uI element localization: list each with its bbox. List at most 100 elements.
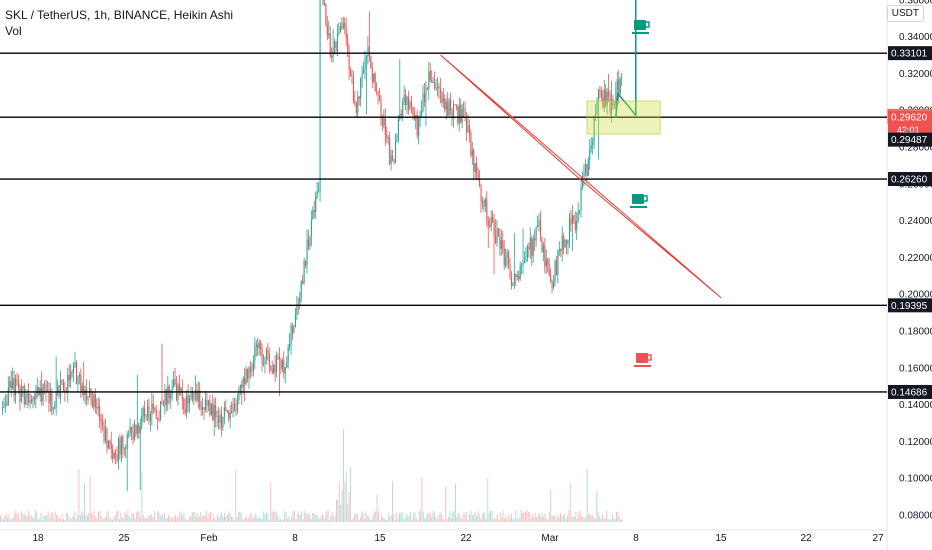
candle-body — [445, 102, 447, 110]
candle-body — [513, 274, 515, 284]
volume-bar — [63, 518, 64, 522]
candle-body — [154, 408, 156, 410]
candle-body — [380, 100, 382, 118]
volume-bar — [193, 512, 195, 522]
candle-body — [528, 246, 530, 250]
volume-bar — [512, 518, 514, 522]
candle-body — [589, 148, 591, 160]
volume-bar — [547, 519, 549, 522]
volume-bar — [478, 513, 480, 522]
candle-body — [554, 260, 556, 283]
candle-body — [203, 407, 205, 410]
volume-bar — [564, 513, 566, 522]
candle-body — [136, 424, 138, 434]
volume-bar — [596, 490, 598, 522]
candle-body — [448, 99, 450, 116]
currency-button[interactable]: USDT — [886, 5, 924, 22]
volume-bar — [327, 510, 329, 522]
candle-body — [283, 360, 285, 374]
volume-bar — [375, 511, 377, 522]
candle-body — [538, 220, 540, 226]
candle-body — [596, 102, 598, 114]
candle-body — [265, 350, 267, 360]
volume-bar — [442, 518, 444, 522]
candle-body — [183, 399, 185, 409]
volume-bar — [400, 512, 402, 522]
candle-body — [519, 265, 521, 280]
candle-body — [60, 380, 62, 397]
volume-bar — [417, 519, 419, 522]
candle-body — [123, 448, 125, 450]
volume-bar — [219, 515, 221, 522]
volume-bar — [502, 510, 504, 522]
symbol-title[interactable]: SKL / TetherUS, 1h, BINANCE, Heikin Ashi — [5, 8, 234, 22]
candle-body — [421, 111, 423, 116]
volume-bar — [190, 515, 192, 522]
candle-body — [619, 78, 621, 95]
candle-body — [595, 113, 597, 117]
candle-body — [103, 425, 105, 441]
volume-bar — [590, 515, 592, 522]
volume-bar — [387, 513, 389, 522]
chart-header: SKL / TetherUS, 1h, BINANCE, Heikin Ashi… — [5, 7, 233, 39]
candle-body — [277, 355, 279, 357]
candle-body — [476, 163, 478, 174]
candle-body — [160, 401, 162, 420]
candle-body — [280, 360, 282, 369]
candle-body — [119, 438, 121, 455]
volume-bar — [340, 504, 342, 522]
volume-bar — [609, 519, 610, 522]
candle-body — [81, 385, 83, 392]
volume-bar — [201, 516, 203, 522]
volume-bar — [19, 519, 21, 522]
volume-bar — [407, 515, 409, 522]
volume-bar — [154, 510, 155, 522]
volume-bar — [270, 482, 272, 522]
candle-body — [102, 422, 104, 426]
candle-body — [142, 408, 144, 417]
volume-label[interactable]: Vol — [5, 24, 22, 38]
candle-body — [139, 426, 141, 434]
volume-bar — [299, 514, 301, 522]
candle-body — [458, 104, 460, 124]
candle-body — [83, 385, 85, 396]
volume-bar — [534, 512, 536, 522]
volume-bar — [522, 513, 524, 522]
candle-body — [49, 392, 51, 404]
volume-bar — [427, 513, 428, 522]
volume-bar — [57, 515, 59, 522]
candle-body — [434, 82, 436, 89]
volume-bar — [291, 516, 293, 522]
volume-bar — [61, 513, 63, 522]
y-tick-label: 0.10000 — [899, 474, 932, 485]
volume-bar — [211, 519, 213, 522]
volume-bar — [453, 510, 455, 522]
candle-body — [325, 4, 327, 26]
candle-body — [110, 442, 112, 449]
candle-body — [481, 200, 484, 203]
candle-body — [583, 172, 585, 181]
candle-body — [452, 104, 455, 119]
entry-cup-icon-body — [632, 194, 644, 204]
volume-bar — [200, 512, 202, 522]
volume-bar — [168, 514, 169, 522]
volume-bar — [376, 494, 378, 522]
candle-body — [451, 110, 453, 119]
candle-body — [242, 377, 244, 388]
candle-body — [616, 79, 618, 90]
candle-body — [162, 403, 165, 407]
candle-body — [497, 228, 499, 237]
volume-bar — [159, 513, 161, 522]
candle-body — [402, 101, 404, 116]
volume-bar — [82, 513, 84, 522]
candle-body — [508, 252, 510, 264]
volume-bar — [40, 512, 42, 522]
candle-body — [563, 235, 565, 248]
candle-body — [323, 4, 325, 6]
y-tick-label: 0.34000 — [899, 32, 932, 43]
volume-bar — [30, 515, 32, 522]
volume-bar — [357, 513, 358, 522]
candle-body — [477, 173, 479, 179]
volume-bar — [389, 516, 391, 522]
